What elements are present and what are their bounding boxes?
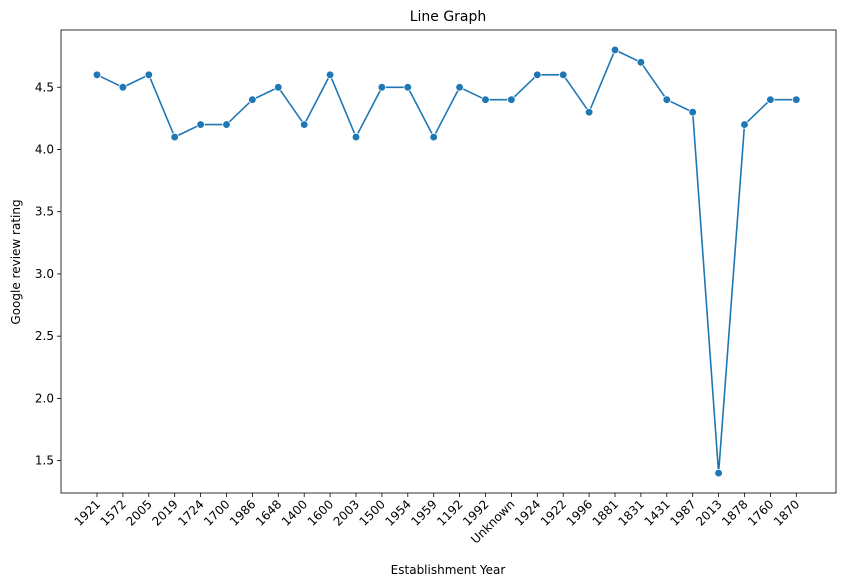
data-point	[196, 120, 205, 129]
data-point	[610, 45, 620, 55]
data-point	[351, 132, 361, 142]
x-tick-label: 1648	[253, 497, 284, 528]
y-tick-label: 3.0	[35, 267, 54, 281]
data-point	[92, 70, 102, 79]
x-tick-label: 1921	[72, 497, 103, 528]
x-tick-label: 1922	[538, 497, 569, 528]
data-point	[170, 132, 179, 142]
plot-area	[60, 29, 837, 494]
x-tick-label: 2013	[693, 497, 724, 528]
x-tick-label: 1600	[305, 497, 336, 528]
data-point	[507, 95, 516, 104]
data-point	[325, 70, 335, 79]
data-point	[688, 107, 697, 117]
x-tick-label: 1954	[382, 497, 413, 528]
x-tick-label: 2005	[123, 497, 154, 528]
data-point	[300, 120, 309, 129]
data-point	[429, 132, 438, 142]
data-point	[455, 83, 464, 92]
data-point	[274, 83, 283, 92]
chart-title: Line Graph	[410, 9, 487, 25]
y-tick-label: 1.5	[35, 454, 54, 468]
x-axis-title: Establishment Year	[391, 563, 506, 577]
y-tick-label: 4.0	[35, 142, 54, 156]
data-point	[118, 83, 128, 92]
x-tick-label: 1986	[227, 497, 258, 528]
x-axis: 1921157220052019172417001986164814001600…	[72, 493, 802, 547]
series-rating	[92, 45, 801, 478]
y-tick-label: 3.5	[35, 205, 54, 219]
series-line	[96, 49, 797, 474]
data-point	[559, 70, 568, 79]
x-tick-label: 1881	[590, 497, 621, 528]
data-point	[403, 83, 412, 92]
y-tick-label: 2.5	[35, 329, 54, 343]
data-point	[248, 95, 257, 104]
y-axis: 1.5 2.0 2.5 3.0 3.5 4.0 4.5	[35, 80, 61, 468]
x-tick-label: 1400	[279, 497, 310, 528]
x-tick-label: 1831	[616, 497, 647, 528]
data-point	[377, 83, 387, 92]
y-axis-title: Google review rating	[9, 199, 23, 324]
x-tick-label: 1760	[745, 497, 776, 528]
x-tick-label: 1431	[641, 497, 672, 528]
data-point	[584, 107, 594, 117]
x-tick-label: 1700	[201, 497, 232, 528]
data-point	[144, 70, 153, 79]
x-tick-label: 1500	[357, 497, 388, 528]
x-tick-label: 1996	[564, 497, 595, 528]
x-tick-label: 2019	[149, 497, 180, 528]
data-point	[714, 468, 723, 478]
y-tick-label: 4.5	[35, 80, 54, 94]
x-tick-label: 2003	[331, 497, 362, 528]
data-point	[792, 95, 801, 104]
x-tick-label: 1987	[667, 497, 698, 528]
data-point	[222, 120, 231, 129]
x-tick-label: 1870	[771, 497, 802, 528]
x-tick-label: 1572	[98, 497, 129, 528]
data-point	[481, 95, 490, 104]
x-tick-label: 1192	[434, 497, 465, 528]
data-point	[740, 120, 749, 129]
data-point	[533, 70, 542, 79]
x-tick-label: 1924	[512, 497, 543, 528]
x-tick-label: 1878	[719, 497, 750, 528]
data-point	[766, 95, 775, 104]
x-tick-label: 1959	[408, 497, 439, 528]
data-point	[636, 58, 646, 67]
data-point	[662, 95, 671, 104]
x-tick-label: 1724	[175, 497, 206, 528]
y-tick-label: 2.0	[35, 391, 54, 405]
